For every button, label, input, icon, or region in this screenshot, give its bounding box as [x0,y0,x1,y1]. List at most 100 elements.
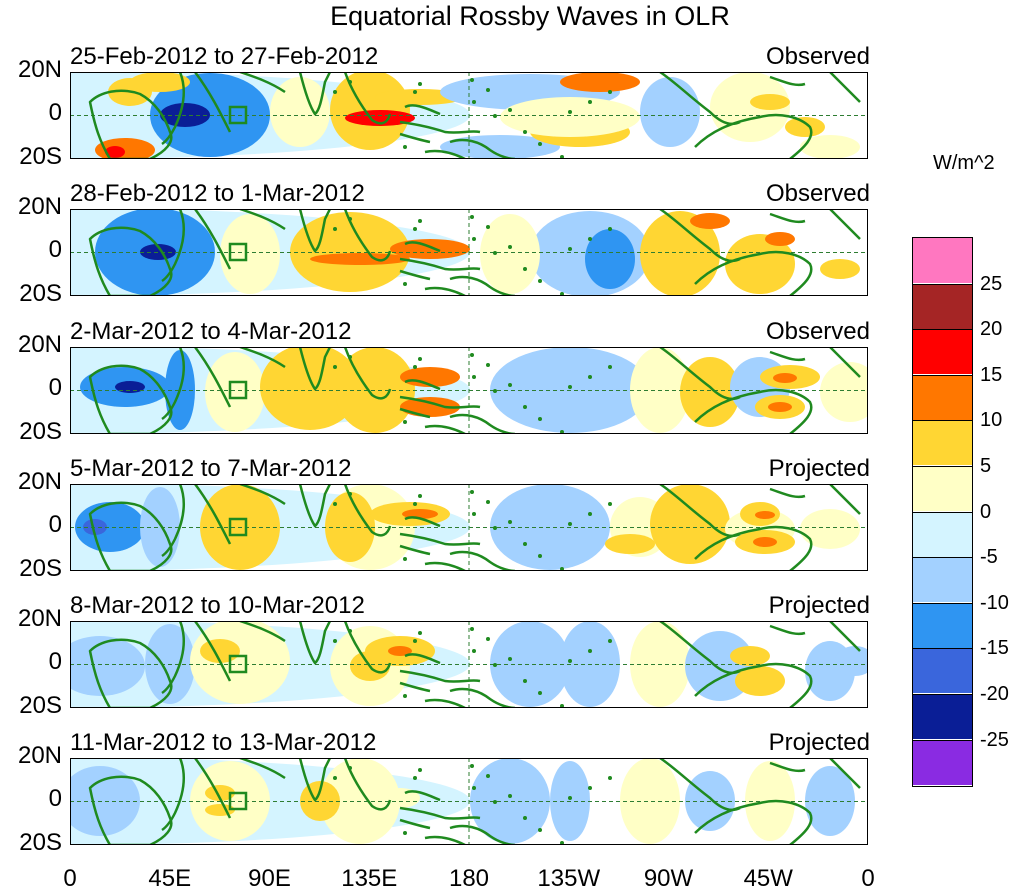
olr-anomaly-map [70,484,868,571]
olr-contour-region [800,135,860,159]
olr-contour-region [400,367,460,387]
coastline [769,75,806,87]
coastline [193,347,232,408]
coastline [343,347,392,400]
coastline [88,775,173,845]
panel-frame [70,621,868,708]
lat-label: 20N [17,742,62,769]
island-marker [418,631,422,635]
colorbar-swatch [913,466,972,511]
panel-date-range: 25-Feb-2012 to 27-Feb-2012 [70,43,379,70]
lat-label: 20S [19,280,62,307]
legend-units: W/m^2 [933,152,995,174]
olr-contour-region [105,146,125,158]
island-marker [538,279,542,283]
panel-status: Observed [765,180,870,207]
olr-contour-region [490,621,570,707]
region-box [228,105,248,125]
lon-label: 90W [643,865,694,892]
coastline [769,624,806,636]
island-marker [508,383,512,387]
olr-contour-region [755,511,775,519]
coastline [239,758,286,780]
coastline [343,484,392,537]
island-marker [568,796,572,800]
island-marker [486,363,490,367]
coastline [239,72,286,94]
coastline [769,761,806,773]
island-marker [588,786,592,790]
panel-status: Observed [765,43,870,70]
olr-contour-region [773,373,797,383]
coastline [829,621,861,652]
olr-contour-region [620,758,680,844]
coastline [239,484,286,506]
olr-contour-region [640,211,720,296]
olr-contour-region [205,352,265,432]
lat-label: 20N [17,605,62,632]
olr-contour-region [70,766,140,836]
colorbar-label: 10 [980,409,1003,432]
lat-label: 20N [17,193,62,220]
lat-label: 0 [48,236,62,263]
island-marker [608,776,612,780]
lon-label: 135W [537,865,601,892]
panel-date-range: 5-Mar-2012 to 7-Mar-2012 [70,455,352,482]
island-marker [523,542,527,546]
olr-contour-region [690,213,730,229]
olr-contour-region [345,110,415,126]
colorbar-label: 15 [980,363,1003,386]
lat-label: 0 [48,374,62,401]
colorbar-swatch [913,329,972,375]
region-box [228,380,248,400]
island-marker [472,100,476,104]
coastline [424,835,466,845]
coastline [399,395,481,409]
coastline [399,269,431,281]
coastline [829,209,861,240]
coastline [399,544,431,556]
lon-label: 45W [743,865,793,892]
island-marker [413,502,417,506]
island-marker [568,659,572,663]
island-marker [418,494,422,498]
lon-label: 90E [248,865,291,892]
lat-label: 0 [48,511,62,538]
coastline [399,818,431,830]
olr-contour-region [640,77,700,147]
coastline [88,364,173,434]
olr-contour-region [605,534,655,554]
olr-contour-region [765,232,795,246]
island-marker [333,227,337,231]
island-marker [348,492,352,496]
olr-anomaly-map [70,758,868,845]
island-marker [486,774,490,778]
olr-anomaly-map [70,72,868,159]
island-marker [568,247,572,251]
island-marker [508,520,512,524]
coastline [298,347,332,391]
island-marker [413,365,417,369]
island-marker [523,267,527,271]
island-marker [333,502,337,506]
lat-label: 20S [19,418,62,445]
island-marker [538,417,542,421]
island-marker [493,389,497,393]
lat-label: 20N [17,468,62,495]
coastline [694,388,813,434]
island-marker [493,251,497,255]
lat-label: 0 [48,648,62,675]
island-marker [418,357,422,361]
coastline [88,226,173,296]
island-marker [486,88,490,92]
map-panel: 25-Feb-2012 to 27-Feb-2012 Observed [70,44,870,159]
olr-contour-region [388,646,412,656]
island-marker [470,490,474,494]
coastline [769,350,806,362]
island-marker [403,282,407,286]
island-marker [486,500,490,504]
coastline [829,72,861,103]
olr-contour-region [390,239,470,259]
olr-contour-region [768,402,792,412]
map-panel: 2-Mar-2012 to 4-Mar-2012 Observed [70,319,870,434]
